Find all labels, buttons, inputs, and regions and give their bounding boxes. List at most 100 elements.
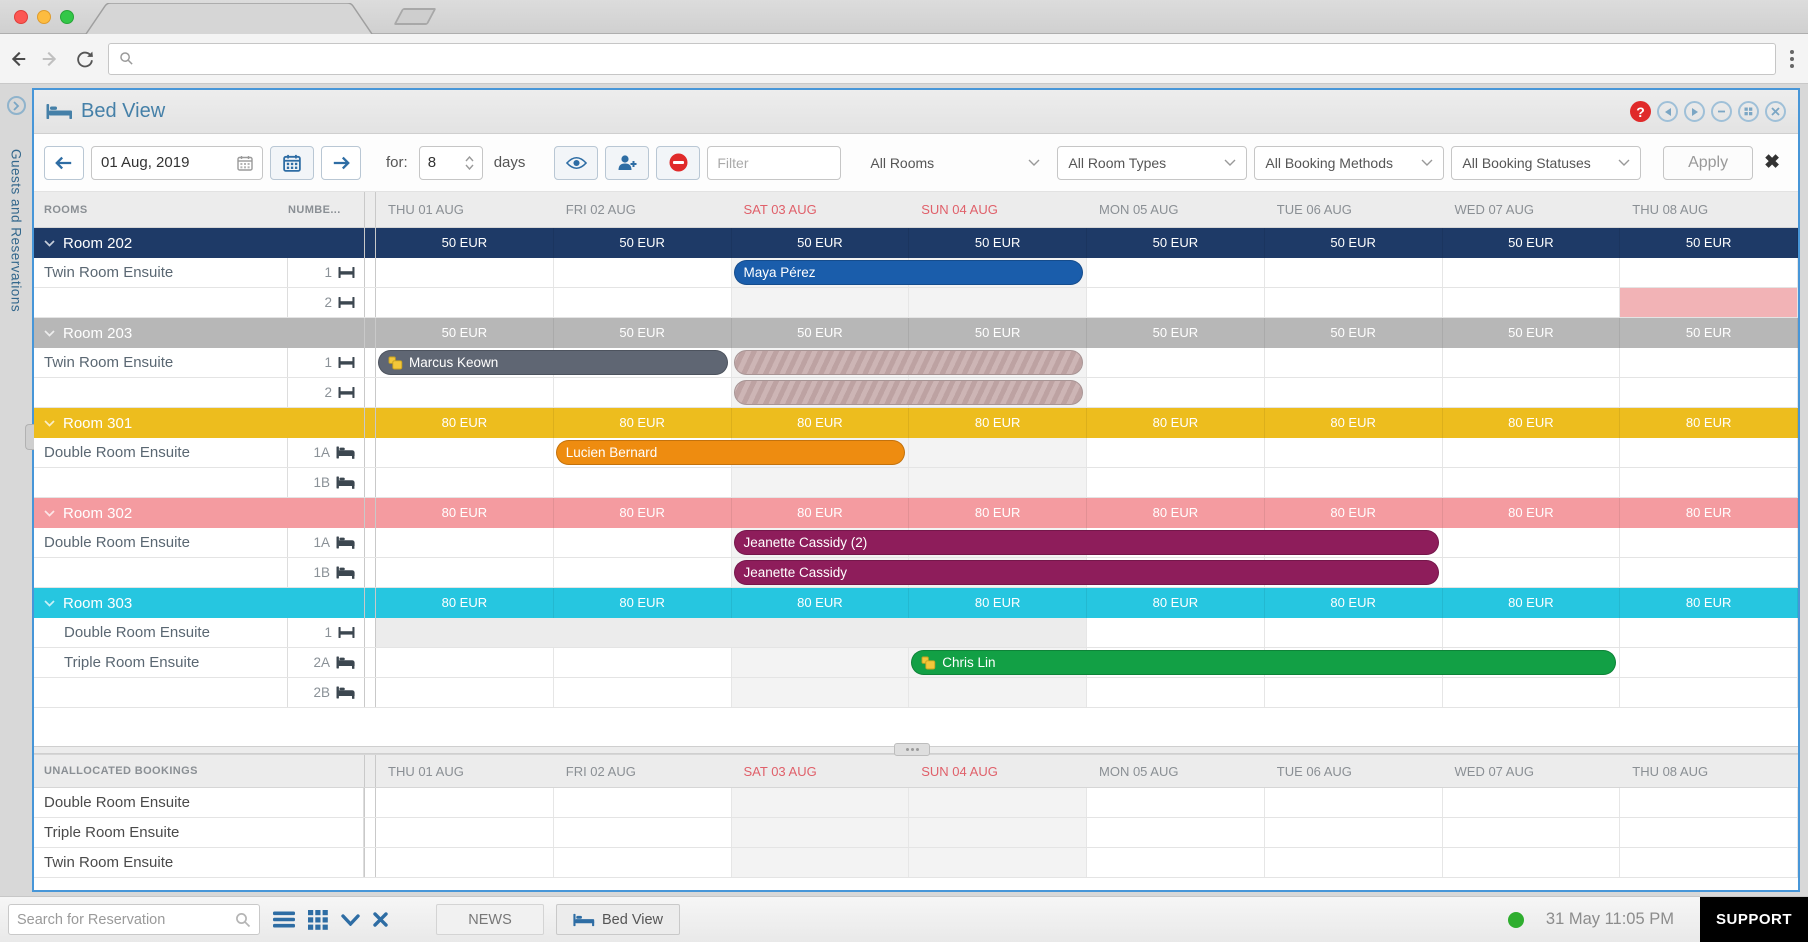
calendar-cell[interactable] [554, 678, 732, 707]
zoom-window-button[interactable] [60, 10, 74, 24]
calendar-cell[interactable] [731, 288, 910, 317]
close-window-button[interactable] [14, 10, 28, 24]
blocked-cell[interactable] [376, 618, 1086, 647]
splitter-drag-handle[interactable] [894, 743, 930, 756]
circle-close-icon[interactable] [1765, 101, 1786, 122]
reservation-bar[interactable]: Jeanette Cassidy [733, 560, 1439, 585]
reservation-bar[interactable]: Lucien Bernard [555, 440, 906, 465]
days-count-stepper[interactable]: 8 [418, 145, 483, 180]
calendar-cell[interactable] [909, 288, 1087, 317]
calendar-cell[interactable] [1443, 818, 1621, 847]
calendar-cell[interactable] [1620, 438, 1798, 467]
calendar-cell[interactable] [1620, 378, 1798, 407]
calendar-cell[interactable] [376, 378, 554, 407]
calendar-cell[interactable] [376, 678, 554, 707]
calendar-cell[interactable] [731, 648, 910, 677]
calendar-cell[interactable] [376, 468, 554, 497]
calendar-cell[interactable] [909, 678, 1087, 707]
calendar-cell[interactable] [1087, 848, 1265, 877]
reservation-bar[interactable]: Marcus Keown [378, 350, 728, 375]
calendar-cell[interactable] [1443, 258, 1621, 287]
calendar-cell[interactable] [1087, 258, 1265, 287]
calendar-cell[interactable] [1265, 818, 1443, 847]
close-icon[interactable] [373, 912, 388, 927]
calendar-cell[interactable] [1443, 378, 1621, 407]
calendar-cell[interactable] [1087, 788, 1265, 817]
calendar-cell[interactable] [1087, 438, 1265, 467]
calendar-cell[interactable] [1265, 678, 1443, 707]
calendar-cell[interactable] [554, 378, 732, 407]
calendar-cell[interactable] [1087, 618, 1265, 647]
calendar-cell[interactable] [1620, 848, 1798, 877]
calendar-cell[interactable] [1087, 348, 1265, 377]
calendar-cell[interactable] [1443, 348, 1621, 377]
news-button[interactable]: NEWS [436, 904, 544, 935]
calendar-cell[interactable] [909, 468, 1087, 497]
calendar-cell[interactable] [1620, 818, 1798, 847]
calendar-cell[interactable] [376, 438, 554, 467]
all-booking-methods-select[interactable]: All Booking Methods [1254, 145, 1445, 180]
calendar-cell[interactable] [376, 648, 554, 677]
calendar-cell[interactable] [554, 468, 732, 497]
circle-prev-icon[interactable] [1657, 101, 1678, 122]
calendar-cell[interactable] [554, 558, 732, 587]
calendar-cell[interactable] [1620, 648, 1798, 677]
calendar-cell[interactable] [1443, 848, 1621, 877]
circle-grid-icon[interactable] [1738, 101, 1759, 122]
forward-icon[interactable] [34, 48, 68, 70]
calendar-cell[interactable] [1620, 528, 1798, 557]
calendar-cell[interactable] [1620, 348, 1798, 377]
calendar-cell[interactable] [1265, 558, 1443, 587]
calendar-cell[interactable] [1087, 378, 1265, 407]
chevron-down-icon[interactable] [341, 913, 360, 926]
reload-icon[interactable] [68, 49, 102, 69]
calendar-cell[interactable] [376, 258, 554, 287]
previous-date-button[interactable] [44, 145, 84, 180]
calendar-cell[interactable] [1265, 468, 1443, 497]
calendar-cell[interactable] [1443, 288, 1621, 317]
calendar-cell[interactable] [376, 558, 554, 587]
calendar-cell[interactable] [1443, 678, 1621, 707]
circle-next-icon[interactable] [1684, 101, 1705, 122]
stepper-arrows-icon[interactable] [465, 155, 474, 170]
room-row[interactable]: Room 203 50 EUR 50 EUR 50 EUR 50 EUR 50 EUR 50… [34, 318, 1798, 348]
calendar-cell[interactable] [731, 678, 910, 707]
room-row[interactable]: Room 302 80 EUR 80 EUR 80 EUR 80 EUR 80 EUR 80… [34, 498, 1798, 528]
open-calendar-button[interactable] [270, 145, 314, 180]
room-row[interactable]: Room 301 80 EUR 80 EUR 80 EUR 80 EUR 80 EUR 80… [34, 408, 1798, 438]
calendar-cell[interactable] [731, 848, 910, 877]
reservation-search-input[interactable] [17, 911, 229, 928]
reservation-search[interactable] [8, 904, 260, 935]
rail-label[interactable]: Guests and Reservations [8, 149, 24, 313]
address-bar[interactable] [108, 42, 1776, 75]
panel-drag-notch[interactable] [25, 424, 34, 450]
calendar-cell[interactable] [1265, 848, 1443, 877]
new-tab-button[interactable] [393, 8, 437, 25]
support-button[interactable]: SUPPORT [1700, 896, 1808, 942]
calendar-cell[interactable] [1265, 378, 1443, 407]
calendar-cell[interactable] [554, 788, 732, 817]
reservation-bar[interactable]: Maya Pérez [733, 260, 1083, 285]
add-guest-button[interactable] [605, 145, 650, 180]
start-date-input[interactable]: 01 Aug, 2019 [91, 145, 263, 180]
minimize-window-button[interactable] [37, 10, 51, 24]
calendar-cell[interactable] [1265, 438, 1443, 467]
calendar-cell[interactable] [554, 288, 732, 317]
calendar-cell[interactable] [554, 848, 732, 877]
calendar-cell[interactable] [1443, 438, 1621, 467]
calendar-cell[interactable] [376, 788, 554, 817]
bed-view-tab-button[interactable]: Bed View [556, 904, 680, 935]
calendar-cell[interactable] [909, 848, 1087, 877]
calendar-cell[interactable] [1087, 288, 1265, 317]
reservation-bar[interactable]: Jeanette Cassidy (2) [733, 530, 1439, 555]
calendar-cell[interactable] [909, 818, 1087, 847]
calendar-cell[interactable] [1443, 558, 1621, 587]
next-date-button[interactable] [321, 145, 361, 180]
calendar-cell[interactable] [909, 438, 1087, 467]
calendar-cell[interactable] [1443, 788, 1621, 817]
calendar-cell[interactable] [1620, 618, 1798, 647]
back-icon[interactable] [0, 48, 34, 70]
collapse-chevron-icon[interactable] [44, 329, 55, 337]
calendar-cell[interactable] [1265, 528, 1443, 557]
calendar-cell[interactable] [731, 788, 910, 817]
